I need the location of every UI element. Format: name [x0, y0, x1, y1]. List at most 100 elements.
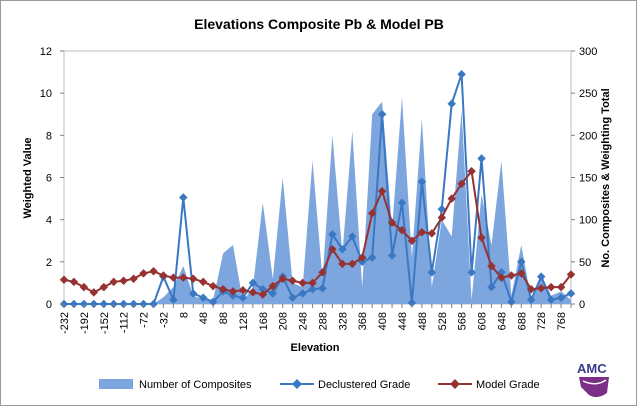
- series-line-declustered-grade: [64, 73, 572, 305]
- x-tick-label: 728: [536, 312, 548, 330]
- data-point-declustered-grade: [248, 278, 258, 288]
- y2-tick-label: 50: [579, 257, 591, 269]
- data-point-declustered-grade: [407, 298, 417, 308]
- data-point-declustered-grade: [328, 230, 337, 239]
- data-point-declustered-grade: [447, 99, 456, 108]
- x-tick-label: 648: [496, 312, 508, 330]
- data-point-model-grade: [377, 186, 387, 196]
- data-point-model-grade: [79, 282, 89, 292]
- y-axis-title: Weighted Value: [22, 137, 34, 218]
- x-tick-label: 568: [457, 312, 469, 330]
- x-tick-label: -232: [59, 312, 71, 334]
- data-point-declustered-grade: [417, 177, 427, 186]
- y2-tick-label: 100: [579, 215, 597, 227]
- data-point-model-grade: [338, 259, 347, 269]
- data-point-model-grade: [169, 273, 178, 282]
- data-point-model-grade: [198, 277, 208, 287]
- y-tick-label: 10: [40, 88, 52, 100]
- data-point-model-grade: [487, 261, 496, 271]
- x-tick-label: -192: [79, 312, 91, 334]
- x-tick-label: 408: [377, 312, 389, 330]
- data-point-declustered-grade: [318, 283, 327, 293]
- data-point-declustered-grade: [238, 293, 248, 302]
- x-tick-label: 768: [556, 312, 568, 330]
- logo-text: AMC: [577, 361, 607, 376]
- data-point-declustered-grade: [526, 295, 536, 305]
- x-tick-label: 528: [437, 312, 449, 330]
- data-point-declustered-grade: [437, 204, 447, 214]
- legend-label-declustered: Declustered Grade: [318, 379, 410, 391]
- y2-tick-label: 300: [579, 46, 597, 58]
- data-point-model-grade: [218, 284, 228, 294]
- data-point-declustered-grade: [397, 198, 407, 208]
- data-point-model-grade: [119, 276, 128, 286]
- y-tick-label: 8: [46, 130, 52, 142]
- y2-tick-label: 200: [579, 130, 597, 142]
- y2-tick-label: 0: [579, 299, 585, 311]
- data-point-declustered-grade: [467, 268, 476, 277]
- y2-tick-label: 150: [579, 173, 597, 185]
- data-point-model-grade: [546, 282, 556, 292]
- data-point-declustered-grade: [427, 268, 437, 277]
- data-point-model-grade: [467, 166, 476, 176]
- data-point-model-grade: [188, 274, 198, 283]
- x-tick-label: 288: [318, 312, 330, 330]
- x-tick-label: 88: [218, 312, 230, 324]
- data-point-model-grade: [526, 284, 536, 294]
- data-point-model-grade: [417, 228, 427, 237]
- x-tick-label: -32: [158, 312, 170, 328]
- data-point-declustered-grade: [546, 295, 556, 305]
- data-point-declustered-grade: [169, 295, 178, 305]
- x-tick-label: -72: [139, 312, 151, 328]
- data-point-model-grade: [348, 259, 357, 269]
- data-point-model-grade: [437, 213, 447, 222]
- data-point-declustered-grade: [179, 193, 188, 202]
- x-tick-label: 128: [238, 312, 250, 330]
- legend-marker-declustered: [292, 379, 302, 389]
- legend-marker-model: [450, 379, 460, 389]
- data-point-model-grade: [228, 287, 238, 296]
- data-point-model-grade: [268, 281, 278, 291]
- data-point-declustered-grade: [377, 110, 387, 119]
- data-point-declustered-grade: [338, 244, 347, 254]
- x-tick-label: 448: [397, 312, 409, 330]
- data-point-model-grade: [89, 288, 99, 297]
- data-point-model-grade: [447, 194, 456, 203]
- data-point-model-grade: [387, 218, 397, 228]
- data-point-declustered-grade: [188, 289, 198, 298]
- data-point-model-grade: [407, 236, 417, 246]
- data-point-declustered-grade: [258, 284, 268, 294]
- data-point-declustered-grade: [198, 293, 208, 302]
- data-point-declustered-grade: [308, 284, 317, 294]
- x-tick-label: 168: [258, 312, 270, 330]
- x-tick-label: 688: [516, 312, 528, 330]
- logo-shield-icon: [579, 377, 609, 398]
- data-point-declustered-grade: [387, 251, 397, 260]
- data-point-declustered-grade: [477, 154, 486, 163]
- x-tick-label: -112: [119, 312, 131, 333]
- data-point-model-grade: [357, 253, 367, 262]
- legend-label-composites: Number of Composites: [139, 379, 252, 391]
- data-point-declustered-grade: [536, 272, 546, 281]
- data-point-model-grade: [59, 275, 69, 285]
- data-point-declustered-grade: [566, 289, 576, 298]
- x-tick-label: 48: [198, 312, 210, 324]
- data-point-declustered-grade: [268, 289, 278, 298]
- data-point-model-grade: [208, 281, 218, 291]
- data-point-model-grade: [497, 273, 506, 282]
- data-point-model-grade: [69, 277, 79, 287]
- data-point-model-grade: [298, 278, 307, 288]
- data-point-model-grade: [278, 274, 287, 283]
- data-point-model-grade: [139, 269, 148, 278]
- series-line-model-grade: [63, 170, 572, 296]
- x-tick-label: 208: [278, 312, 290, 330]
- data-point-model-grade: [99, 282, 109, 292]
- data-point-model-grade: [129, 274, 138, 283]
- data-point-model-grade: [536, 283, 546, 293]
- x-tick-label: -152: [99, 312, 111, 334]
- data-point-model-grade: [238, 286, 248, 295]
- data-point-model-grade: [248, 288, 258, 297]
- y2-tick-label: 250: [579, 88, 597, 100]
- legend-label-model: Model Grade: [476, 379, 540, 391]
